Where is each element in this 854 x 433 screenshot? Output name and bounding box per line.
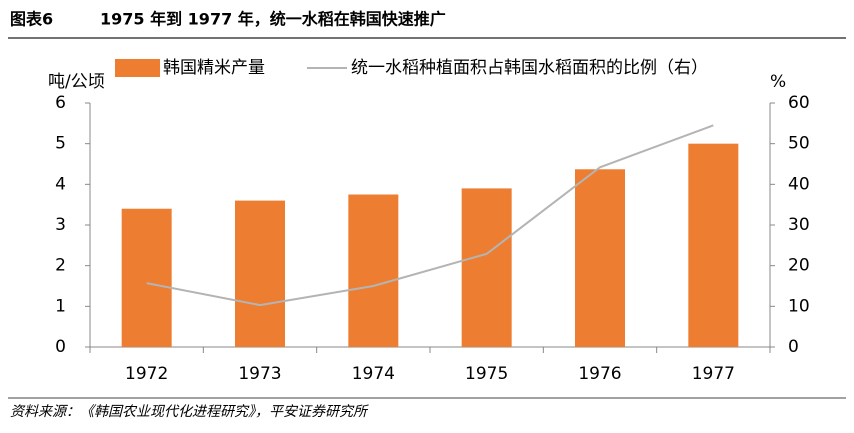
y-tick-label: 0 [55,337,66,357]
x-tick-label: 1975 [465,364,508,384]
x-tick-label: 1976 [578,364,621,384]
y2-tick-label: 50 [788,134,810,154]
legend-label: 韩国精米产量 [163,58,265,78]
y2-tick-label: 0 [788,337,799,357]
y2-tick-label: 30 [788,215,810,235]
bar [575,169,625,347]
y-tick-label: 5 [55,134,66,154]
y2-tick-label: 20 [788,256,810,276]
bar [348,194,399,347]
bar [688,143,739,347]
line [146,124,714,307]
y2-axis-label: % [770,72,786,92]
y-tick-label: 3 [55,215,66,235]
y-tick-label: 2 [55,256,66,276]
y2-tick-label: 10 [788,296,810,316]
x-tick-label: 1977 [692,364,735,384]
figure-label: 图表6 [10,10,53,29]
y-tick-label: 1 [55,296,66,316]
x-tick-label: 1972 [125,364,168,384]
y-tick-label: 4 [55,174,66,194]
legend-swatch [115,59,160,77]
legend-label: 统一水稻种植面积占韩国水稻面积的比例（右） [351,58,708,78]
y2-tick-label: 40 [788,174,810,194]
x-tick-label: 1973 [238,364,281,384]
bar [121,208,172,347]
y-tick-label: 6 [55,93,66,113]
chart-title: 1975 年到 1977 年，统一水稻在韩国快速推广 [100,10,446,29]
bar [235,200,285,347]
y2-tick-label: 60 [788,93,810,113]
x-tick-label: 1974 [352,364,395,384]
y-axis-label: 吨/公顷 [48,72,105,92]
source-note: 资料来源：《韩国农业现代化进程研究》，平安证券研究所 [10,404,369,420]
bar [461,188,512,347]
